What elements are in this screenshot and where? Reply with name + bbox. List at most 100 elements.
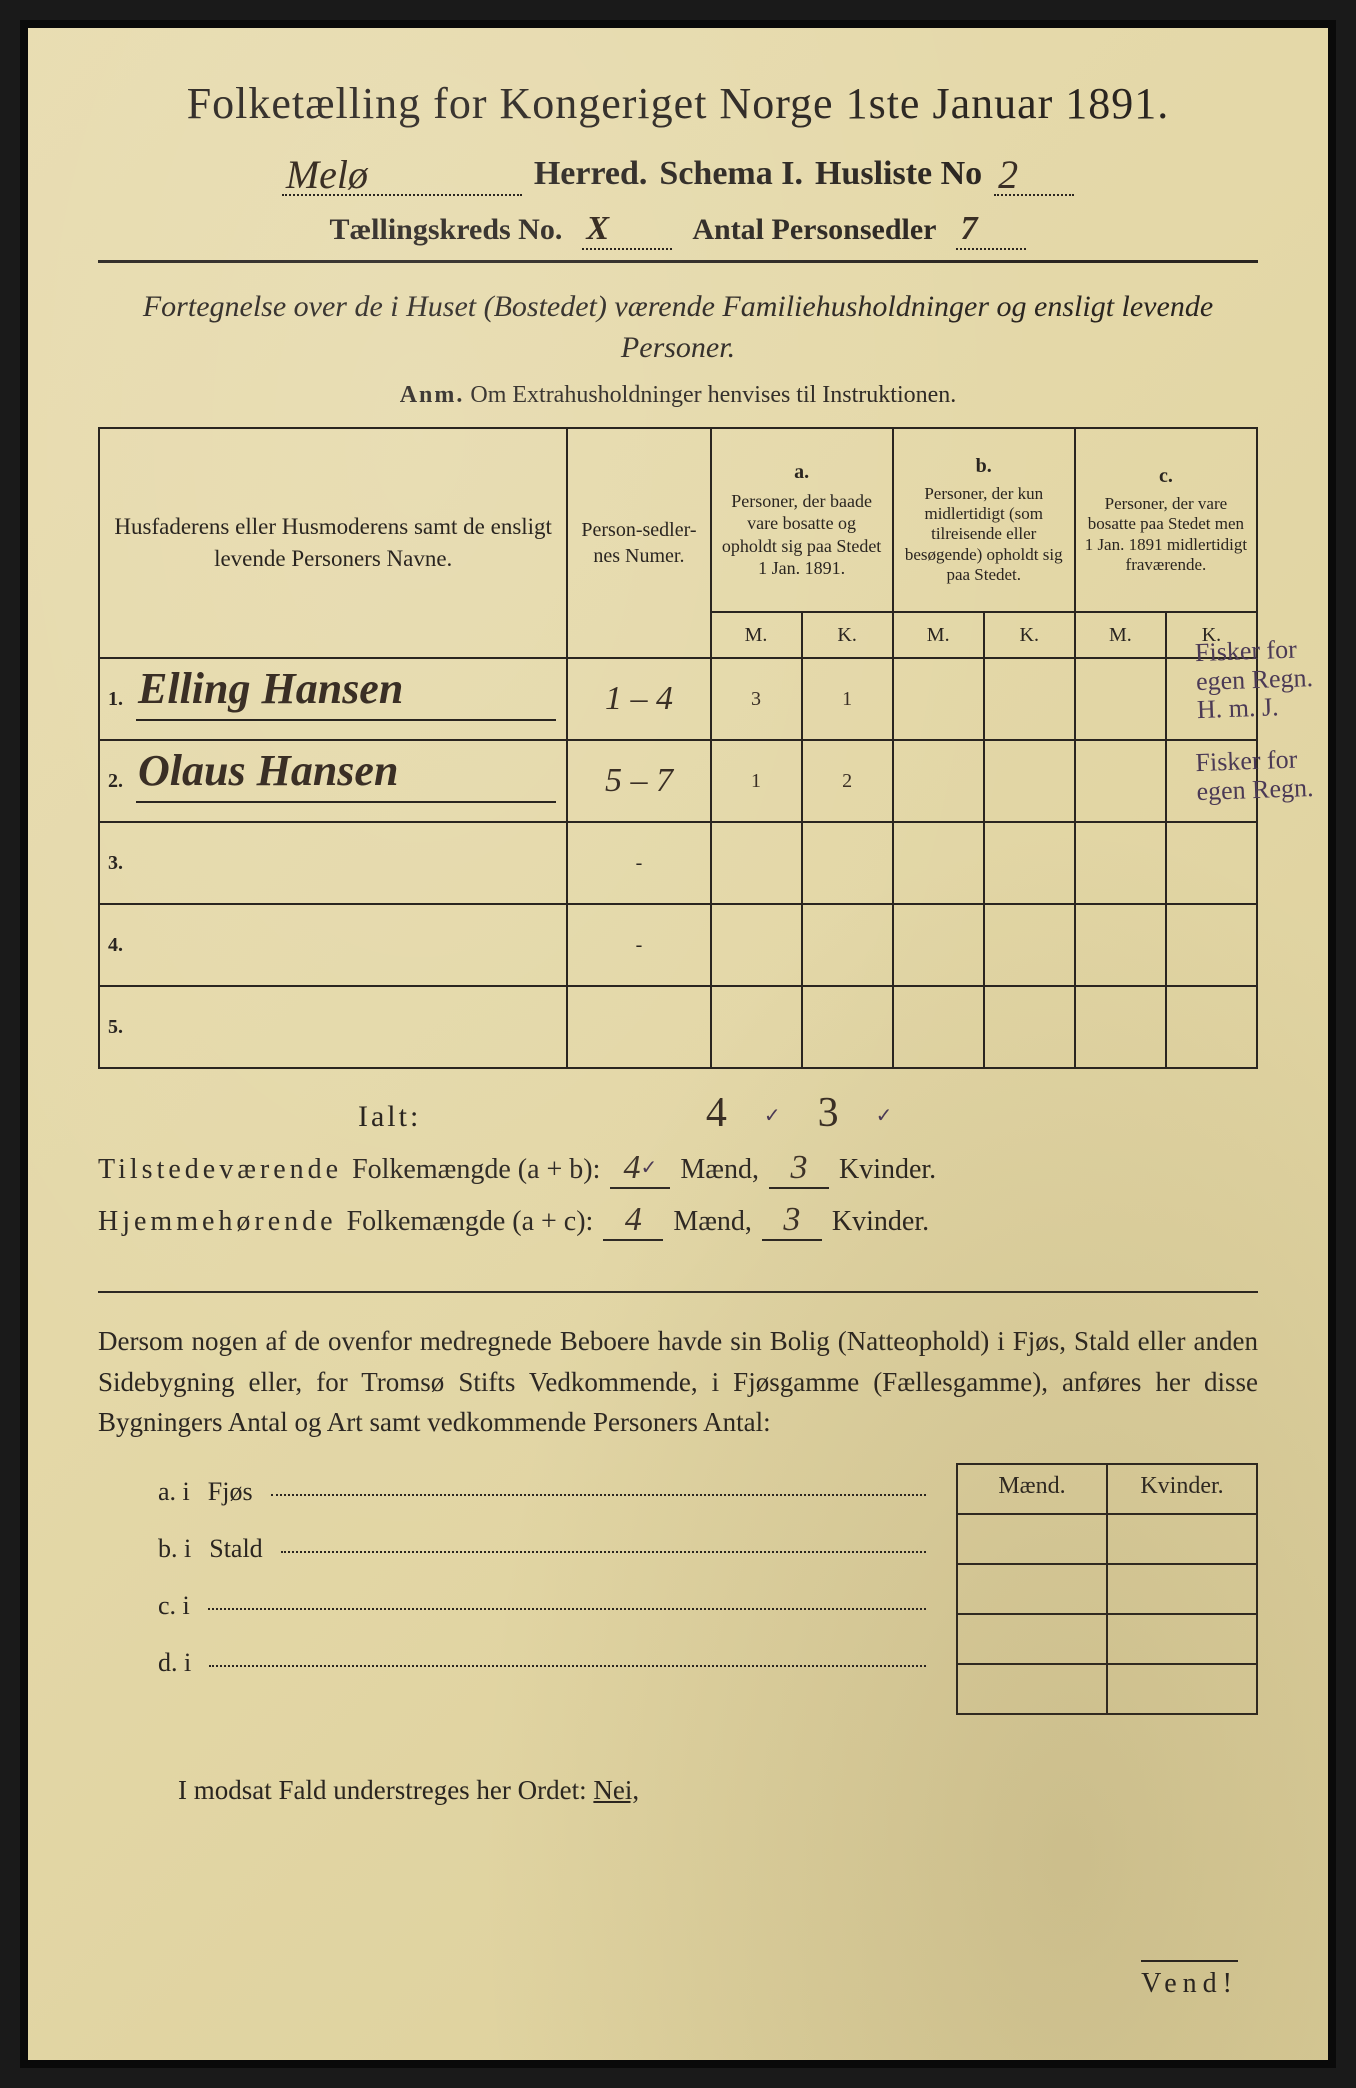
margin-note-2: Fisker for egen Regn.: [1195, 745, 1317, 806]
buildings-mk-grid: Mænd. Kvinder.: [956, 1463, 1258, 1715]
antal-label: Antal Personsedler: [692, 213, 936, 247]
bld-cell: [958, 1515, 1108, 1565]
maend-label: Mænd,: [673, 1206, 752, 1238]
bld-letter: a. i: [158, 1463, 190, 1520]
cell-name: 3.: [99, 822, 567, 904]
th-a-text: Personer, der baade vare bosatte og opho…: [720, 490, 884, 580]
cell-am: [711, 904, 802, 986]
census-table: Husfaderens eller Husmoderens samt de en…: [98, 427, 1258, 1069]
th-a: a. Personer, der baade vare bosatte og o…: [711, 428, 893, 612]
cell-ak: [802, 904, 893, 986]
building-row: a. i Fjøs: [158, 1463, 926, 1520]
check-icon: ✓: [764, 1105, 781, 1127]
check-icon: ✓: [641, 1157, 658, 1179]
cell-cm: [1075, 822, 1166, 904]
check-icon: ✓: [876, 1105, 893, 1127]
cell-num: 5 – 7: [567, 740, 710, 822]
tot-ac-rest: Folkemængde (a + c):: [347, 1206, 594, 1238]
subtitle: Fortegnelse over de i Huset (Bostedet) v…: [98, 287, 1258, 368]
ialt-k: 3: [788, 1089, 868, 1137]
tot-ab-label: Tilstedeværende: [98, 1154, 342, 1186]
tot-ac-label: Hjemmehørende: [98, 1206, 337, 1238]
cell-bk: [984, 658, 1075, 740]
th-num-text: Person-sedler-nes Numer.: [576, 517, 701, 569]
row-numrange: 1 – 4: [605, 680, 673, 717]
divider: [98, 1291, 1258, 1293]
cell-ak: 1: [802, 658, 893, 740]
margin-note-1: Fisker for egen Regn. H. m. J.: [1195, 635, 1318, 725]
total-line-ac: Hjemmehørende Folkemængde (a + c): 4 Mæn…: [98, 1201, 1258, 1241]
cell-name: 1. Elling Hansen: [99, 658, 567, 740]
husliste-label: Husliste No: [815, 155, 982, 193]
buildings-list: a. i Fjøs b. i Stald c. i d. i: [98, 1463, 926, 1715]
header-line-2: Melø Herred. Schema I. Husliste No 2: [98, 147, 1258, 196]
total-line-ab: Tilstedeværende Folkemængde (a + b): 4✓ …: [98, 1149, 1258, 1189]
kreds-field: X: [582, 210, 672, 250]
th-num: Person-sedler-nes Numer.: [567, 428, 710, 658]
row-num: 1.: [108, 688, 123, 710]
th-name: Husfaderens eller Husmoderens samt de en…: [99, 428, 567, 658]
herred-field: Melø: [282, 147, 522, 196]
kvinder-label: Kvinder.: [832, 1206, 929, 1238]
cell-bm: [893, 904, 984, 986]
cell-num: -: [567, 822, 710, 904]
tot-ab-k: 3: [790, 1149, 807, 1186]
bld-cell: [1108, 1565, 1258, 1615]
table-row: 2. Olaus Hansen 5 – 7 1 2: [99, 740, 1257, 822]
cell-num: [567, 986, 710, 1068]
cell-ck: [1166, 822, 1257, 904]
cell-cm: [1075, 740, 1166, 822]
tot-ac-m: 4: [625, 1201, 642, 1238]
table-row: 3. -: [99, 822, 1257, 904]
tot-ab-m: 4: [624, 1149, 641, 1186]
nei-text: Nei,: [593, 1775, 639, 1805]
antal-value: 7: [960, 210, 977, 247]
bld-hdr-m: Mænd.: [958, 1465, 1108, 1515]
cell-bm: [893, 822, 984, 904]
cell-bk: [984, 822, 1075, 904]
cell-cm: [1075, 986, 1166, 1068]
bld-cell: [958, 1565, 1108, 1615]
cell-bk: [984, 986, 1075, 1068]
cell-cm: [1075, 904, 1166, 986]
divider: [98, 260, 1258, 263]
th-name-text: Husfaderens eller Husmoderens samt de en…: [108, 511, 558, 575]
cell-num: 1 – 4: [567, 658, 710, 740]
bld-type: Stald: [209, 1520, 262, 1577]
th-cm: M.: [1075, 612, 1166, 658]
cell-ak: [802, 986, 893, 1068]
th-c-label: c.: [1084, 465, 1248, 488]
th-b-label: b.: [902, 455, 1066, 478]
th-bm: M.: [893, 612, 984, 658]
herred-label: Herred.: [534, 155, 648, 193]
row-name: Olaus Hansen: [138, 745, 398, 807]
table-row: 4. -: [99, 904, 1257, 986]
cell-bk: [984, 740, 1075, 822]
ialt-row: Ialt: 4 ✓ 3 ✓: [358, 1089, 1258, 1137]
bld-type: Fjøs: [208, 1463, 253, 1520]
table-row: 5.: [99, 986, 1257, 1068]
th-c-text: Personer, der vare bosatte paa Stedet me…: [1084, 494, 1248, 576]
anm-line: Anm. Om Extrahusholdninger henvises til …: [98, 382, 1258, 409]
cell-name: 4.: [99, 904, 567, 986]
buildings-section: a. i Fjøs b. i Stald c. i d. i Mænd. Kvi…: [98, 1463, 1258, 1715]
kreds-value: X: [586, 210, 609, 247]
th-b-text: Personer, der kun midlertidigt (som tilr…: [902, 484, 1066, 586]
cell-ck: [1166, 904, 1257, 986]
bld-cell: [1108, 1515, 1258, 1565]
cell-name: 2. Olaus Hansen: [99, 740, 567, 822]
th-c: c. Personer, der vare bosatte paa Stedet…: [1075, 428, 1257, 612]
row-numrange: 5 – 7: [605, 762, 673, 799]
schema-label: Schema I.: [659, 155, 803, 193]
ialt-label: Ialt:: [358, 1100, 421, 1133]
cell-ck: [1166, 986, 1257, 1068]
table-wrap: Husfaderens eller Husmoderens samt de en…: [98, 427, 1258, 1069]
building-row: b. i Stald: [158, 1520, 926, 1577]
antal-field: 7: [956, 210, 1026, 250]
husliste-value: 2: [998, 152, 1018, 197]
bld-letter: b. i: [158, 1520, 191, 1577]
buildings-paragraph: Dersom nogen af de ovenfor medregnede Be…: [98, 1321, 1258, 1443]
page-title: Folketælling for Kongeriget Norge 1ste J…: [98, 78, 1258, 129]
cell-num: -: [567, 904, 710, 986]
cell-am: [711, 822, 802, 904]
